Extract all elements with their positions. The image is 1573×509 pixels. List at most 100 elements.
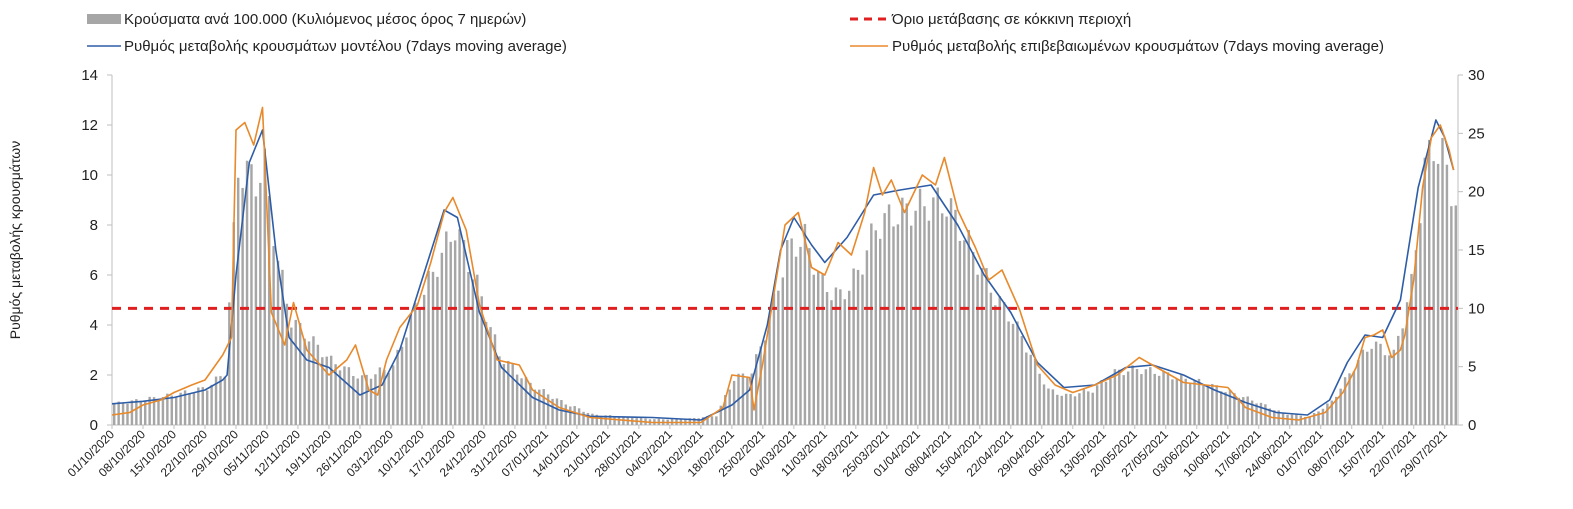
bar: [1011, 323, 1015, 425]
bar: [414, 302, 417, 425]
bar: [963, 240, 966, 425]
bar: [1410, 273, 1413, 425]
bar: [484, 321, 488, 425]
bar-series: [113, 137, 1458, 426]
bar: [179, 392, 182, 425]
bar: [1051, 389, 1055, 425]
bar: [1343, 377, 1347, 425]
bar: [356, 378, 359, 425]
bar: [1157, 375, 1161, 425]
bar: [1250, 400, 1254, 425]
right-tick-label: 10: [1468, 300, 1485, 317]
bar: [405, 337, 408, 425]
bar: [870, 223, 873, 425]
bar: [387, 372, 390, 425]
bar: [794, 256, 798, 425]
bar: [608, 415, 612, 425]
bar: [724, 395, 727, 425]
bar: [1180, 374, 1183, 425]
right-axis-ticks: 0 5 10 15 20 25 30: [1458, 67, 1485, 434]
bar: [927, 220, 931, 425]
bar: [130, 400, 134, 425]
bar: [577, 408, 581, 425]
bar: [1140, 374, 1143, 425]
bar: [431, 271, 435, 425]
left-tick-label: 8: [90, 217, 98, 234]
confirmed-rate-line: [111, 106, 1455, 424]
bar: [1109, 378, 1112, 425]
bar: [1441, 137, 1444, 425]
bar: [440, 252, 444, 425]
bar: [263, 148, 266, 425]
bar: [462, 240, 466, 425]
bar: [825, 291, 829, 425]
left-tick-label: 12: [81, 117, 98, 134]
bar: [161, 397, 165, 425]
legend-bars-swatch: [87, 14, 121, 24]
bar: [1104, 381, 1108, 425]
bar: [989, 292, 993, 425]
left-tick-label: 2: [90, 367, 98, 384]
bar: [772, 293, 776, 425]
bar: [383, 370, 386, 425]
bar: [768, 317, 771, 425]
bar: [945, 216, 948, 425]
right-tick-label: 15: [1468, 242, 1485, 259]
bar: [1432, 161, 1435, 426]
bar: [1330, 400, 1334, 425]
bar: [369, 378, 373, 425]
bar: [980, 268, 984, 425]
bar: [232, 222, 235, 425]
bar: [329, 355, 333, 425]
bar: [498, 356, 501, 425]
bar: [1197, 378, 1201, 425]
bar: [139, 401, 143, 425]
bar: [436, 276, 439, 425]
bar: [1379, 343, 1382, 425]
bar: [1016, 321, 1019, 425]
bar: [502, 364, 506, 425]
legend-confirmed-label: Ρυθμός μεταβολής επιβεβαιωμένων κρουσμάτ…: [892, 38, 1384, 55]
right-tick-label: 20: [1468, 184, 1485, 201]
bar: [998, 296, 1001, 425]
bar: [493, 334, 497, 425]
bar: [976, 274, 979, 425]
bar: [524, 376, 528, 425]
bar: [1228, 389, 1232, 425]
bar: [1255, 403, 1258, 425]
bar: [352, 375, 355, 425]
bar: [803, 223, 807, 425]
bar: [923, 206, 926, 425]
bar: [1211, 383, 1214, 425]
bar: [896, 224, 900, 425]
bar: [573, 406, 576, 425]
bar: [316, 344, 320, 425]
bar: [1335, 396, 1338, 425]
bar: [391, 365, 395, 425]
bar: [418, 308, 421, 425]
bar: [210, 384, 213, 425]
bar: [192, 392, 196, 425]
bar: [1184, 378, 1187, 425]
bar: [746, 377, 749, 425]
bar: [812, 274, 816, 425]
bar: [830, 300, 833, 425]
bar: [546, 394, 550, 425]
bar: [325, 356, 328, 425]
bar: [781, 277, 785, 425]
bar: [538, 389, 541, 425]
bar: [839, 289, 842, 425]
bar: [852, 268, 855, 425]
bar: [1060, 395, 1063, 425]
bar: [520, 378, 523, 425]
bar: [1126, 371, 1130, 425]
bar: [1397, 335, 1400, 425]
bar: [143, 400, 147, 425]
bar: [489, 327, 492, 425]
bar: [901, 197, 904, 425]
bar: [564, 404, 568, 425]
bar: [1007, 321, 1010, 425]
bar: [1401, 328, 1404, 425]
bar: [887, 204, 891, 425]
bar: [338, 370, 342, 425]
